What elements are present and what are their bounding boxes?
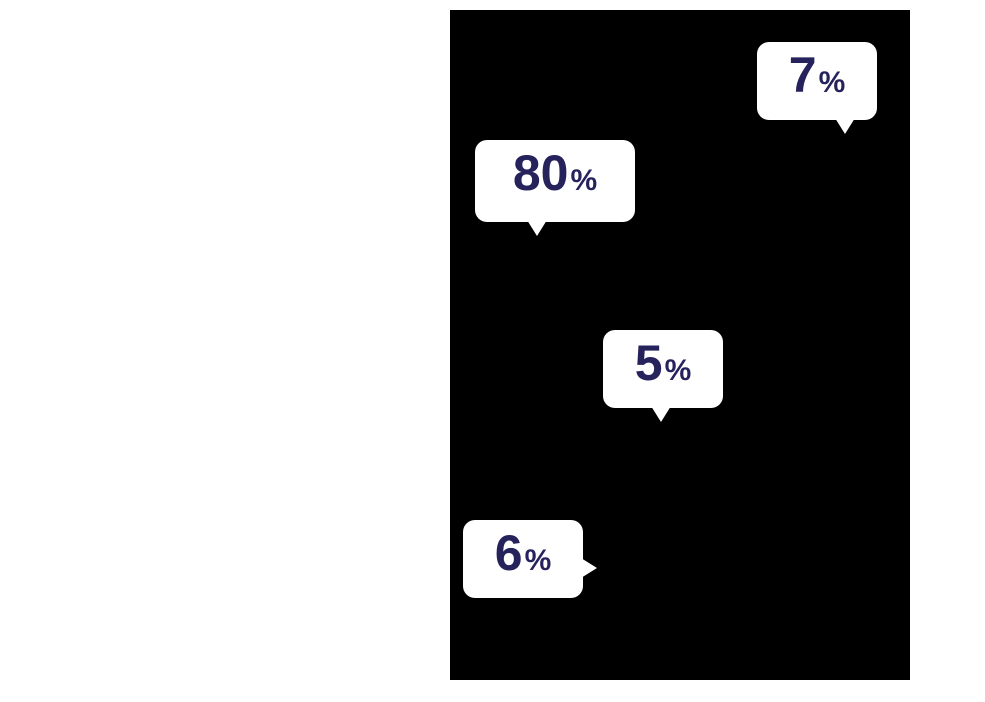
callout-tail: [835, 118, 855, 134]
callout-tail: [581, 558, 597, 578]
callout-tail: [651, 406, 671, 422]
percent-icon: %: [570, 166, 597, 196]
callout-value: 6: [495, 528, 523, 578]
callout-bubble-6: 6 %: [463, 520, 583, 598]
percent-icon: %: [665, 356, 692, 386]
callout-bubble-80: 80 %: [475, 140, 635, 222]
callout-tail: [527, 220, 547, 236]
callout-bubble-5: 5 %: [603, 330, 723, 408]
callout-value: 5: [635, 338, 663, 388]
callout-bubble-7: 7 %: [757, 42, 877, 120]
percent-icon: %: [525, 546, 552, 576]
callout-value: 80: [513, 148, 569, 198]
stage: 7 % 80 % 5 % 6 %: [0, 0, 985, 702]
callout-value: 7: [789, 50, 817, 100]
percent-icon: %: [819, 68, 846, 98]
